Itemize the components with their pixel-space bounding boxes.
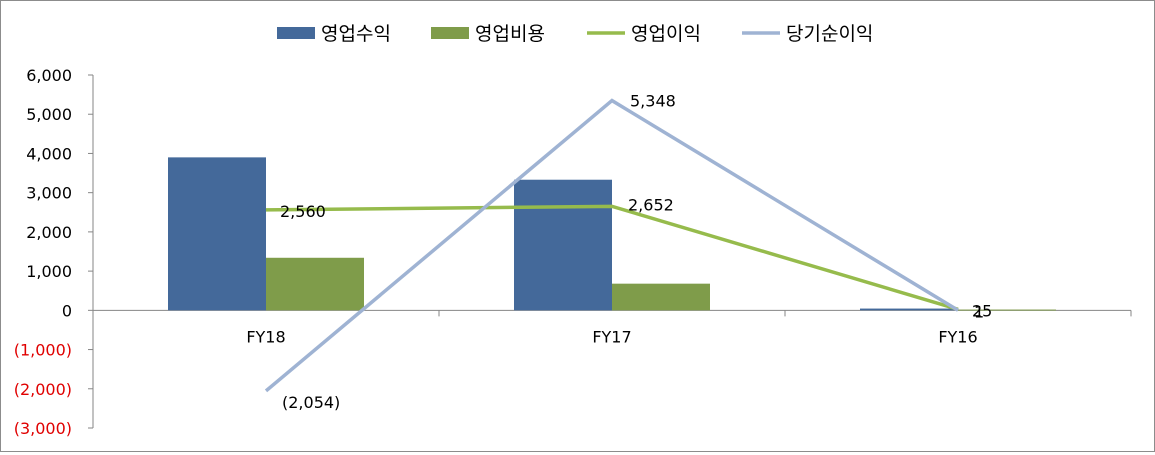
legend-label-1: 영업비용	[475, 23, 545, 45]
y-tick-label: 2,000	[26, 223, 72, 242]
data-label-5: 1	[974, 302, 984, 321]
bar-series1-fy16	[958, 309, 1056, 311]
bar-series0-fy18	[168, 157, 266, 311]
legend-label-3: 당기순이익	[786, 23, 873, 45]
x-tick-label-fy17: FY17	[592, 327, 631, 346]
bars	[168, 157, 1056, 311]
y-tick-label: (3,000)	[14, 419, 72, 438]
data-label-3: (2,054)	[282, 393, 340, 412]
y-tick-label: 1,000	[26, 262, 72, 281]
bar-series1-fy18	[266, 257, 364, 311]
legend-swatch-1	[431, 27, 469, 39]
y-tick-label: 3,000	[26, 184, 72, 203]
data-label-4: 5,348	[630, 92, 676, 111]
lines	[264, 98, 959, 393]
x-tick-label-fy16: FY16	[938, 327, 977, 346]
bar-series0-fy17	[514, 179, 612, 311]
y-tick-label: (2,000)	[14, 380, 72, 399]
bar-series0-fy16	[860, 308, 958, 311]
y-tick-label: 0	[62, 301, 72, 320]
data-label-2: 25	[972, 301, 992, 320]
bar-series1-fy17	[612, 283, 710, 311]
x-tick-label-fy18: FY18	[246, 327, 285, 346]
data-label-0: 2,560	[280, 202, 326, 221]
legend: 영업수익 영업비용 영업이익 당기순이익	[277, 23, 873, 45]
y-tick-label: 4,000	[26, 144, 72, 163]
line-series0	[265, 204, 959, 312]
legend-swatch-0	[277, 27, 315, 39]
data-labels: 2,560 2,652 25 (2,054) 5,348 1	[280, 92, 992, 412]
y-tick-label: 6,000	[26, 66, 72, 85]
y-tick-label: (1,000)	[14, 341, 72, 360]
legend-label-0: 영업수익	[321, 23, 391, 45]
data-label-1: 2,652	[628, 195, 674, 214]
line-series1	[264, 98, 959, 393]
legend-label-2: 영업이익	[631, 23, 701, 45]
y-tick-label: 5,000	[26, 105, 72, 124]
